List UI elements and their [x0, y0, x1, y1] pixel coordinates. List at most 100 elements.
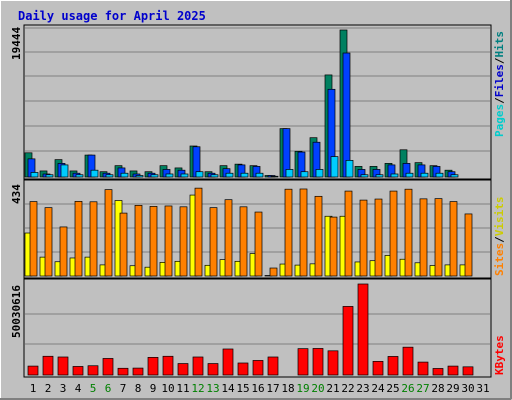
day-label: 5: [90, 382, 97, 395]
legend-text: Sites/Visits: [493, 197, 506, 277]
sites-bar: [389, 190, 398, 277]
day-label: 12: [191, 382, 204, 395]
pages-bar: [150, 174, 159, 178]
day-label: 10: [161, 382, 174, 395]
pages-bar: [420, 172, 429, 178]
kbytes-bar: [162, 355, 174, 376]
kbytes-bar: [42, 355, 54, 376]
pages-bar: [135, 175, 144, 178]
legend-item: /: [493, 57, 506, 64]
legend-item: Pages: [493, 104, 506, 137]
kbytes-bar: [57, 356, 69, 376]
day-label: 15: [236, 382, 249, 395]
kbytes-bar: [297, 348, 309, 376]
legend-item: KBytes: [493, 335, 506, 375]
day-label: 2: [45, 382, 52, 395]
day-label: 3: [60, 382, 67, 395]
sites-bar: [449, 201, 458, 277]
legend-text: Pages/Files/Hits: [493, 31, 506, 137]
day-label: 20: [311, 382, 324, 395]
legend-hits: Pages/Files/Hits: [493, 31, 506, 137]
sites-bar: [44, 207, 53, 277]
sites-bar: [89, 201, 98, 277]
sites-bar: [59, 226, 68, 277]
legend-item: Files: [493, 64, 506, 97]
day-label: 18: [281, 382, 294, 395]
day-label: 29: [446, 382, 459, 395]
sites-bar: [224, 199, 233, 277]
pages-bar: [345, 160, 354, 178]
kbytes-bar: [177, 363, 189, 376]
hits-max-label: 19444: [10, 27, 23, 60]
pages-bar: [255, 172, 264, 178]
kbytes-bar: [267, 356, 279, 376]
pages-bar: [60, 164, 69, 178]
day-label: 19: [296, 382, 309, 395]
sites-bar: [329, 216, 338, 277]
pages-bar: [450, 174, 459, 178]
kbytes-bar: [27, 365, 39, 376]
day-label: 8: [135, 382, 142, 395]
day-label: 27: [416, 382, 429, 395]
legend-item: Visits: [493, 197, 506, 237]
kbytes-bar: [312, 348, 324, 376]
day-label: 23: [356, 382, 369, 395]
day-label: 13: [206, 382, 219, 395]
pages-bar: [330, 156, 339, 178]
pages-bar: [300, 171, 309, 178]
day-label: 30: [461, 382, 474, 395]
bars: [24, 29, 474, 376]
pages-bar: [315, 169, 324, 178]
day-label: 25: [386, 382, 399, 395]
pages-bar: [285, 169, 294, 178]
sites-bar: [434, 198, 443, 277]
day-label: 11: [176, 382, 189, 395]
kbytes-bar: [87, 365, 99, 376]
visits-max-label: 434: [10, 184, 23, 204]
kbytes-bar: [387, 356, 399, 376]
day-label: 24: [371, 382, 385, 395]
kbytes-bar: [252, 360, 264, 376]
sites-bar: [464, 213, 473, 277]
legend-item: Sites: [493, 243, 506, 276]
sites-bar: [209, 207, 218, 277]
legend-item: /: [493, 97, 506, 104]
legend-kbytes: KBytes: [493, 335, 506, 375]
sites-bar: [74, 201, 83, 277]
sites-bar: [194, 187, 203, 277]
sites-bar: [119, 212, 128, 277]
legend-item: /: [493, 236, 506, 243]
chart-title: Daily usage for April 2025: [18, 9, 206, 23]
hits-panel: [23, 24, 492, 180]
day-labels: 1 2 3 4 5 6 7 8 9 10 11 12 13 14 15 16 17 18 19 20 21 22 23 24 2…: [30, 382, 490, 395]
legend-item: Hits: [493, 31, 506, 58]
sites-bar: [374, 198, 383, 277]
kbytes-bar: [417, 361, 429, 376]
pages-bar: [105, 174, 114, 178]
pages-bar: [165, 173, 174, 178]
sites-bar: [104, 189, 113, 277]
pages-bar: [195, 171, 204, 178]
pages-bar: [375, 174, 384, 178]
sites-bar: [149, 206, 158, 277]
kbytes-bar: [327, 350, 339, 376]
day-label: 21: [326, 382, 339, 395]
kbytes-bar: [447, 365, 459, 376]
sites-bar: [314, 195, 323, 277]
day-label: 17: [266, 382, 279, 395]
day-label: 1: [30, 382, 37, 395]
day-label: 6: [105, 382, 112, 395]
day-label: 22: [341, 382, 354, 395]
kbytes-bar: [192, 356, 204, 376]
sites-bar: [239, 206, 248, 277]
pages-bar: [270, 175, 279, 178]
sites-bar: [419, 198, 428, 277]
kbytes-bar: [222, 348, 234, 376]
kbytes-bar: [72, 366, 84, 376]
kbytes-bar: [147, 357, 159, 376]
kbytes-bar: [357, 283, 369, 376]
pages-bar: [45, 174, 54, 178]
sites-bar: [284, 188, 293, 277]
day-label: 16: [251, 382, 264, 395]
pages-bar: [360, 174, 369, 178]
